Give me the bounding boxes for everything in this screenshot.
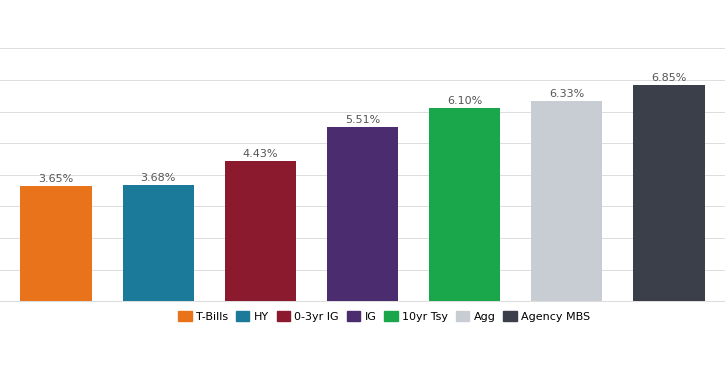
Bar bbox=[531, 101, 602, 301]
Legend: T-Bills, HY, 0-3yr IG, IG, 10yr Tsy, Agg, Agency MBS: T-Bills, HY, 0-3yr IG, IG, 10yr Tsy, Agg… bbox=[174, 307, 594, 326]
Text: 3.65%: 3.65% bbox=[38, 174, 74, 184]
Text: Fixed income 1-yr returns after the first rate cut: Fixed income 1-yr returns after the firs… bbox=[135, 15, 590, 33]
Text: 4.43%: 4.43% bbox=[243, 149, 278, 159]
Bar bbox=[123, 185, 194, 301]
Text: 3.68%: 3.68% bbox=[141, 173, 176, 183]
Bar bbox=[225, 161, 296, 301]
Text: 6.10%: 6.10% bbox=[447, 96, 482, 106]
Text: 6.33%: 6.33% bbox=[549, 89, 584, 99]
Bar bbox=[327, 127, 398, 301]
Bar bbox=[20, 186, 92, 301]
Bar bbox=[429, 108, 500, 301]
Bar bbox=[633, 85, 705, 301]
Text: 6.85%: 6.85% bbox=[651, 73, 687, 83]
Text: 5.51%: 5.51% bbox=[345, 115, 380, 125]
